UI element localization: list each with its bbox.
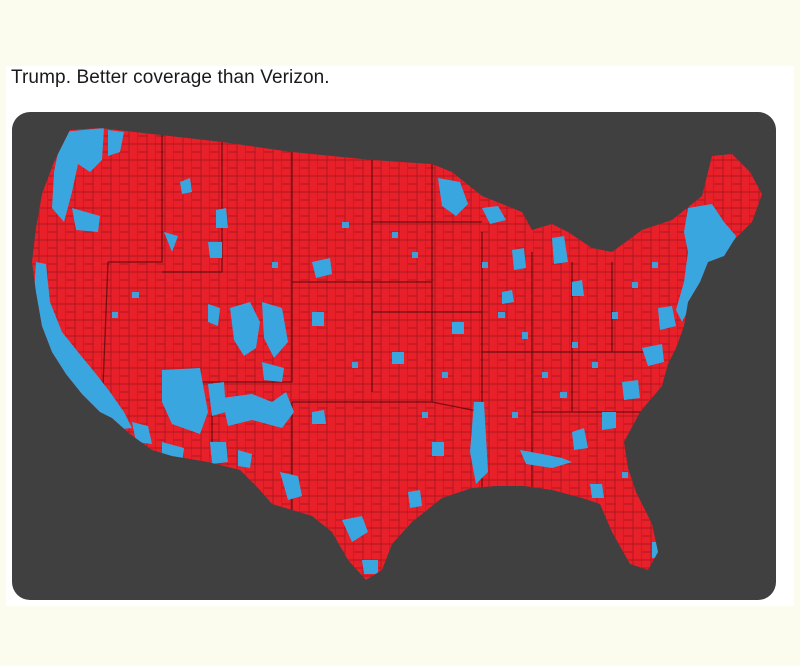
- blue-counties: [34, 128, 736, 574]
- post-text: Trump. Better coverage than Verizon.: [11, 67, 330, 88]
- us-county-map-icon: [32, 128, 762, 580]
- post-image[interactable]: [12, 112, 776, 600]
